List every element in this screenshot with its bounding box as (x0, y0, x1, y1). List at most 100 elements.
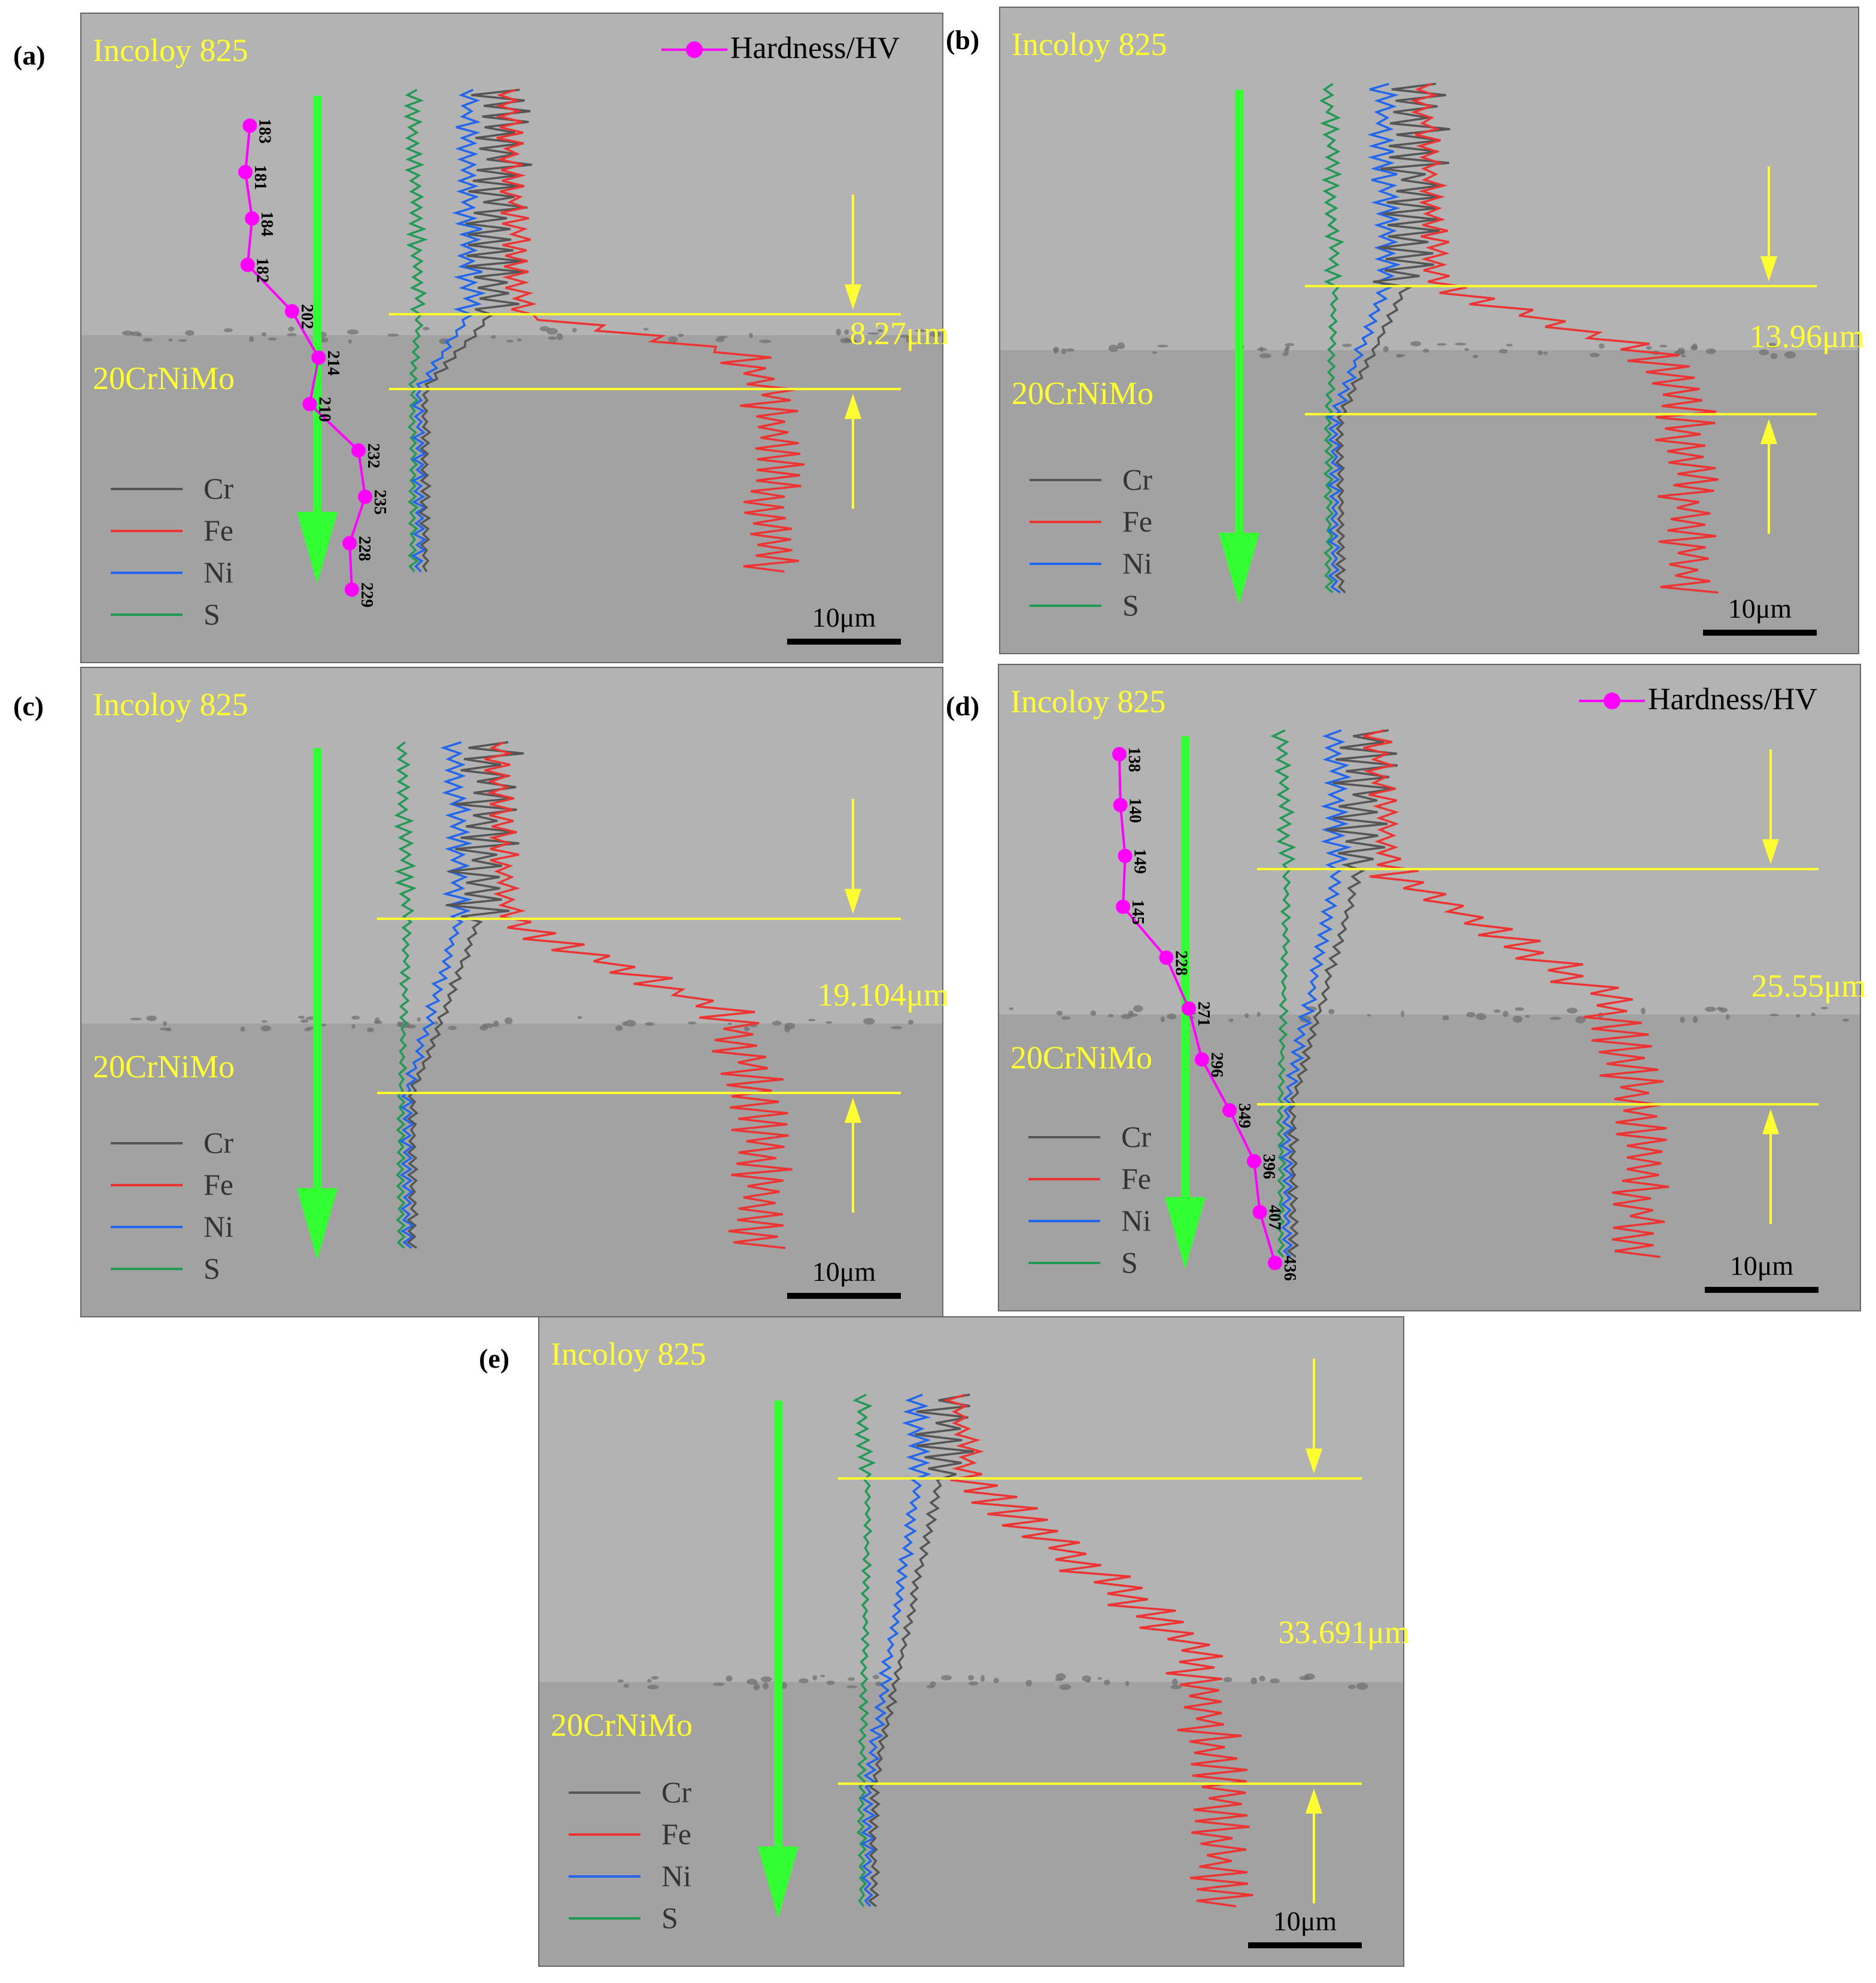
interface-particle (1066, 348, 1074, 352)
interface-particle (1117, 342, 1125, 350)
diffusion-thickness-label: 25.55μm (1751, 968, 1866, 1004)
interface-particle (1341, 344, 1352, 347)
hardness-point (1247, 1154, 1262, 1168)
interface-particle (1705, 348, 1716, 354)
interface-particle (1473, 354, 1479, 359)
hardness-value: 183 (255, 119, 274, 144)
bottom-material-label: 20CrNiMo (1010, 1040, 1152, 1076)
interface-particle (375, 1017, 380, 1024)
interface-particle (1348, 1684, 1356, 1689)
interface-particle (743, 1026, 750, 1032)
interface-particle (891, 1026, 903, 1030)
scale-bar-label: 10μm (1728, 593, 1792, 624)
top-material-label: Incoloy 825 (93, 687, 248, 722)
interface-particle (772, 1021, 782, 1026)
interface-particle (165, 1028, 172, 1031)
interface-particle (1677, 347, 1685, 354)
hardness-point (311, 350, 326, 365)
interface-particle (1009, 1007, 1014, 1010)
interface-particle (840, 338, 851, 344)
hardness-legend-marker (1604, 693, 1620, 709)
interface-particle (872, 1675, 879, 1680)
panel-frame (998, 664, 1861, 1311)
interface-particle (248, 336, 254, 342)
panel-a: (a) Incoloy 825 20CrNiMo 8.27μm Cr Fe Ni S 10μm 1… (13, 13, 949, 663)
interface-particle (1525, 1015, 1530, 1018)
panel-d: (d) Incoloy 825 20CrNiMo 25.55μm Cr Fe Ni S 10μm… (946, 664, 1866, 1311)
interface-particle (1716, 1007, 1723, 1011)
interface-particle (1244, 1013, 1249, 1018)
interface-particle (1103, 1680, 1110, 1686)
legend-label-s: S (661, 1901, 678, 1935)
interface-particle (168, 338, 173, 342)
interface-particle (1502, 1010, 1509, 1018)
interface-particle (1811, 1012, 1816, 1016)
top-material-label: Incoloy 825 (1010, 684, 1165, 719)
interface-particle (647, 1684, 659, 1690)
interface-particle (915, 329, 927, 332)
interface-particle (1726, 1014, 1730, 1020)
legend-label-fe: Fe (1122, 505, 1152, 538)
legend-label-cr: Cr (204, 472, 233, 505)
interface-particle (1422, 348, 1429, 353)
hardness-point (240, 257, 255, 272)
hardness-value: 138 (1125, 747, 1143, 772)
interface-particle (1056, 1010, 1063, 1016)
panel-frame (80, 667, 943, 1317)
interface-particle (185, 330, 195, 336)
legend-label-cr: Cr (1121, 1120, 1151, 1153)
interface-particle (448, 1025, 457, 1030)
interface-particle (1170, 1684, 1182, 1689)
upper-layer-region (81, 667, 943, 1024)
scale-bar-label: 10μm (812, 602, 876, 633)
interface-particle (1513, 1015, 1523, 1023)
interface-particle (646, 1679, 652, 1683)
interface-particle (826, 1680, 835, 1686)
hardness-value: 210 (315, 397, 333, 422)
interface-particle (387, 333, 399, 337)
interface-particle (136, 333, 142, 336)
interface-particle (1383, 346, 1389, 353)
profile-cr (1286, 729, 1398, 1258)
interface-particle (1055, 1678, 1064, 1681)
interface-particle (1680, 1016, 1685, 1024)
zone-arrow-up-head (1760, 419, 1777, 444)
interface-particle (981, 1675, 985, 1682)
interface-particle (746, 1678, 758, 1685)
interface-particle (262, 1020, 268, 1023)
interface-particle (1367, 1014, 1371, 1017)
zone-arrow-down-head (845, 284, 861, 309)
hardness-value: 349 (1235, 1103, 1253, 1128)
interface-particle (717, 336, 728, 339)
interface-particle (1299, 1675, 1310, 1681)
diffusion-thickness-label: 19.104μm (818, 977, 949, 1013)
zone-arrow-up-head (1762, 1109, 1779, 1134)
bottom-material-label: 20CrNiMo (93, 360, 235, 396)
interface-particle (479, 1025, 488, 1031)
hardness-point (1222, 1103, 1237, 1117)
interface-particle (351, 1015, 360, 1020)
panel-label: (b) (946, 25, 979, 55)
profile-fe (484, 741, 793, 1249)
interface-particle (759, 339, 772, 344)
hardness-point (242, 119, 257, 133)
top-material-label: Incoloy 825 (551, 1336, 706, 1372)
hardness-value: 181 (251, 165, 269, 190)
profile-s (393, 741, 417, 1249)
interface-particle (645, 1022, 655, 1026)
profile-s (852, 1393, 876, 1908)
profile-fe (496, 89, 805, 573)
hardness-value: 232 (364, 443, 383, 468)
hardness-point (1252, 1205, 1267, 1219)
zone-arrow-down-head (845, 889, 861, 914)
legend-label-cr: Cr (204, 1126, 233, 1159)
panel-frame (80, 13, 943, 663)
panel-label: (c) (13, 691, 44, 721)
interface-particle (715, 338, 725, 342)
interface-particle (366, 1027, 375, 1033)
interface-particle (493, 1021, 499, 1028)
profile-ni (399, 741, 473, 1249)
interface-particle (760, 1676, 772, 1683)
interface-particle (617, 1679, 624, 1683)
hardness-legend-marker (686, 41, 703, 58)
